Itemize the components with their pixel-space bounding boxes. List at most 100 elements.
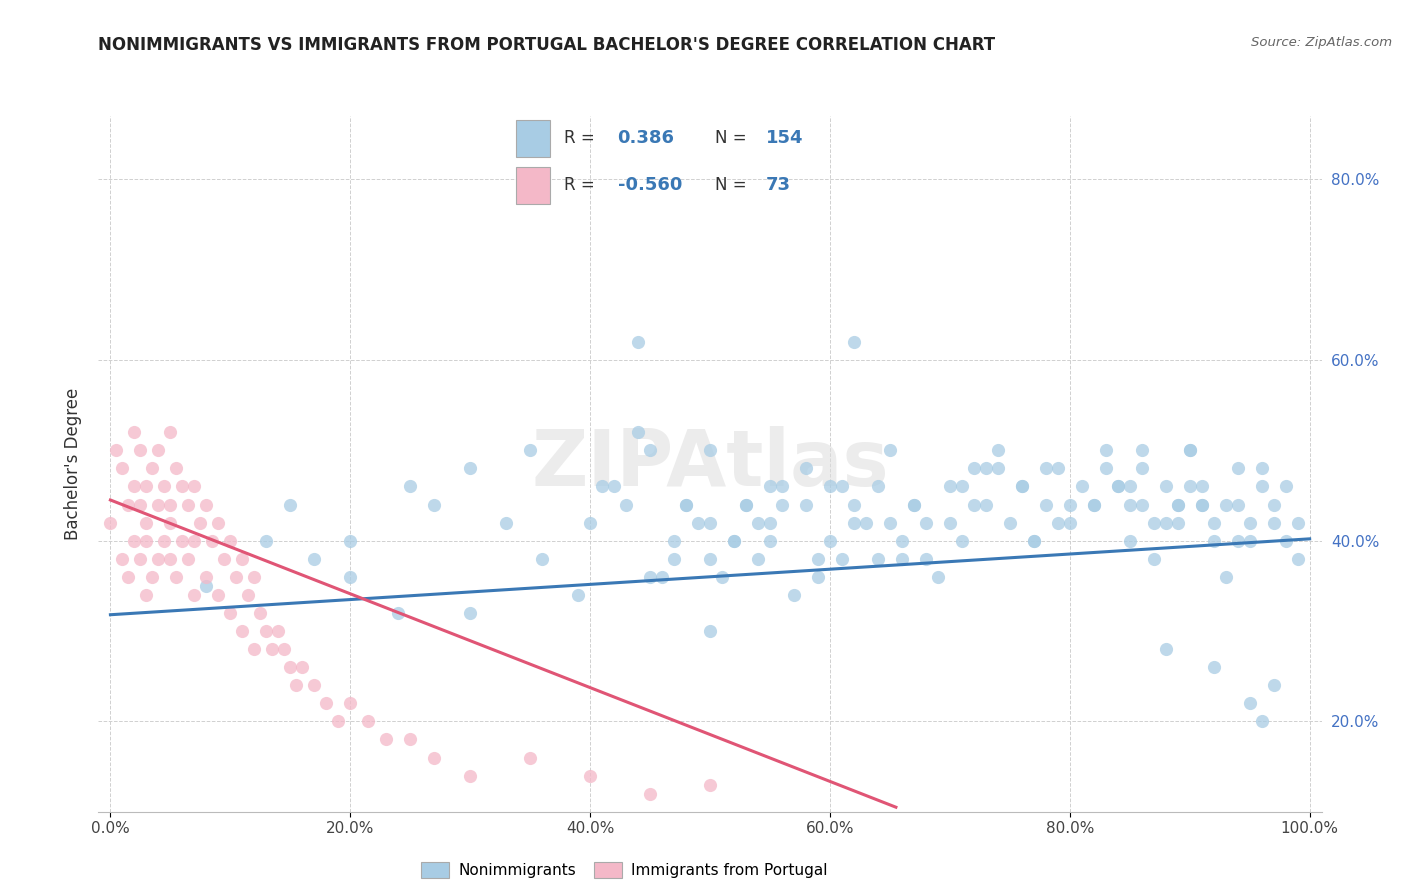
Y-axis label: Bachelor's Degree: Bachelor's Degree: [63, 388, 82, 540]
Point: [1035, 498, 1057, 512]
Point: [278, 498, 301, 512]
Point: [939, 516, 962, 530]
Text: 73: 73: [766, 177, 792, 194]
Point: [124, 533, 146, 548]
Point: [243, 570, 266, 584]
Point: [1046, 516, 1069, 530]
Point: [135, 533, 157, 548]
Point: [201, 533, 224, 548]
Point: [1239, 533, 1261, 548]
Point: [915, 551, 938, 566]
Point: [339, 696, 361, 710]
Point: [148, 551, 170, 566]
Point: [304, 678, 326, 692]
Point: [794, 498, 817, 512]
Point: [686, 516, 709, 530]
Point: [723, 533, 745, 548]
Point: [1094, 443, 1116, 458]
Point: [141, 570, 163, 584]
Point: [987, 461, 1010, 475]
Point: [231, 551, 253, 566]
Point: [1286, 516, 1309, 530]
Point: [195, 579, 218, 593]
Point: [579, 516, 602, 530]
Point: [1263, 516, 1285, 530]
Point: [1178, 443, 1201, 458]
Point: [1250, 714, 1272, 729]
Point: [675, 498, 697, 512]
Point: [735, 498, 758, 512]
Point: [1119, 479, 1142, 493]
Point: [699, 443, 721, 458]
Point: [699, 624, 721, 638]
Point: [591, 479, 613, 493]
Point: [495, 516, 517, 530]
Point: [1202, 533, 1225, 548]
Point: [807, 551, 830, 566]
Point: [1167, 516, 1189, 530]
Point: [1035, 461, 1057, 475]
Point: [1191, 479, 1213, 493]
Text: 0.386: 0.386: [617, 129, 675, 147]
Point: [950, 479, 973, 493]
Point: [866, 479, 889, 493]
FancyBboxPatch shape: [516, 167, 550, 204]
Point: [188, 516, 211, 530]
Point: [129, 498, 152, 512]
Point: [614, 498, 637, 512]
Point: [1263, 498, 1285, 512]
Point: [254, 624, 277, 638]
Point: [759, 479, 782, 493]
Point: [879, 516, 901, 530]
Point: [890, 551, 912, 566]
Point: [1143, 516, 1166, 530]
Point: [177, 498, 200, 512]
Point: [1202, 516, 1225, 530]
Point: [231, 624, 253, 638]
Point: [1059, 516, 1081, 530]
Point: [129, 551, 152, 566]
Point: [458, 606, 481, 620]
Point: [723, 533, 745, 548]
Point: [1191, 498, 1213, 512]
Point: [285, 678, 308, 692]
Point: [111, 551, 134, 566]
Point: [1083, 498, 1105, 512]
Point: [129, 443, 152, 458]
Point: [603, 479, 626, 493]
Point: [423, 498, 446, 512]
Point: [842, 516, 865, 530]
Point: [807, 570, 830, 584]
Point: [423, 750, 446, 764]
Point: [387, 606, 409, 620]
Point: [254, 533, 277, 548]
Point: [770, 498, 793, 512]
Text: R =: R =: [564, 177, 595, 194]
Point: [699, 551, 721, 566]
FancyBboxPatch shape: [516, 120, 550, 157]
Point: [1107, 479, 1129, 493]
Point: [759, 516, 782, 530]
Point: [903, 498, 925, 512]
Point: [1119, 533, 1142, 548]
Point: [531, 551, 554, 566]
Point: [195, 570, 218, 584]
Point: [141, 461, 163, 475]
Point: [1154, 516, 1177, 530]
Point: [662, 533, 685, 548]
Point: [831, 551, 853, 566]
Point: [159, 551, 181, 566]
Point: [747, 516, 769, 530]
Point: [627, 425, 650, 440]
Point: [159, 498, 181, 512]
Point: [1011, 479, 1033, 493]
Point: [711, 570, 734, 584]
Point: [1130, 498, 1153, 512]
Point: [987, 443, 1010, 458]
Point: [783, 588, 806, 602]
Point: [963, 461, 986, 475]
Point: [172, 533, 194, 548]
Point: [675, 498, 697, 512]
Point: [1130, 461, 1153, 475]
Point: [1046, 461, 1069, 475]
